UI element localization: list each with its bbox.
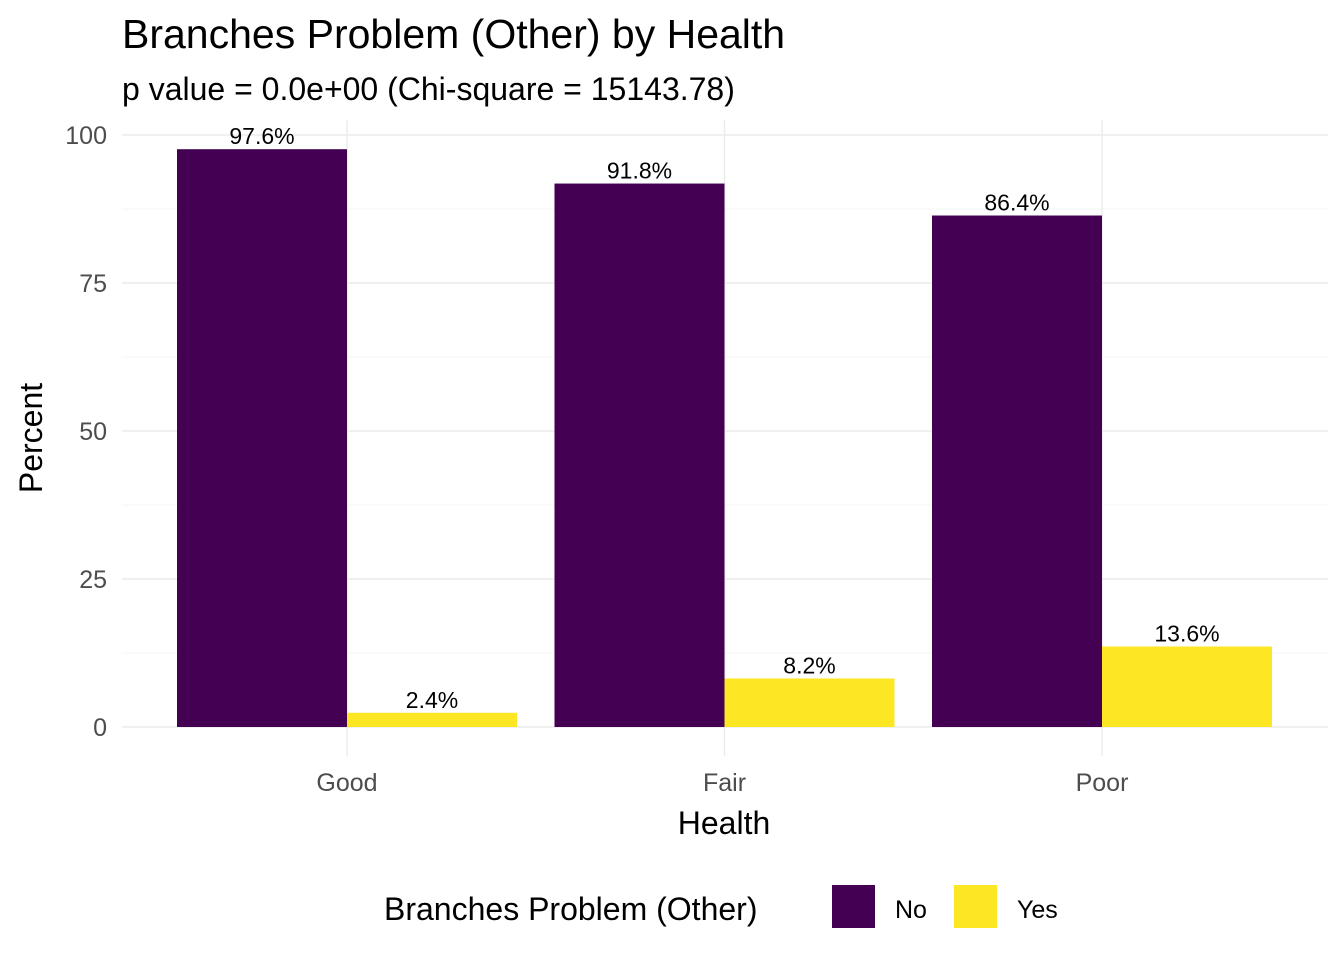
bars [177, 149, 1272, 727]
bar-good-yes [347, 712, 517, 727]
chart-subtitle: p value = 0.0e+00 (Chi-square = 15143.78… [122, 71, 735, 107]
bar-fair-no [554, 183, 725, 727]
legend-label-yes: Yes [1017, 896, 1058, 924]
axis-ticks: 0 25 50 75 100 Good Fair Poor [65, 122, 1128, 797]
y-tick-label: 75 [79, 270, 107, 298]
y-axis-title: Percent [13, 383, 49, 493]
legend-label-no: No [895, 896, 927, 924]
data-label-good-no: 97.6% [229, 123, 294, 149]
legend-title: Branches Problem (Other) [384, 891, 757, 927]
bar-fair-yes [724, 678, 895, 727]
data-label-good-yes: 2.4% [406, 687, 458, 713]
y-tick-label: 50 [79, 418, 107, 446]
data-label-poor-no: 86.4% [984, 190, 1049, 216]
legend-key-no [832, 885, 875, 928]
chart-title: Branches Problem (Other) by Health [122, 11, 785, 57]
x-tick-label: Good [316, 769, 377, 797]
y-tick-label: 25 [79, 566, 107, 594]
legend: Branches Problem (Other) No Yes [384, 885, 1058, 928]
y-tick-label: 0 [93, 714, 107, 742]
data-label-fair-yes: 8.2% [783, 652, 835, 678]
x-tick-label: Fair [703, 769, 746, 797]
legend-key-yes [954, 885, 997, 928]
x-axis-title: Health [678, 805, 771, 841]
data-label-poor-yes: 13.6% [1154, 620, 1219, 646]
x-tick-label: Poor [1076, 769, 1129, 797]
bar-poor-yes [1102, 646, 1272, 727]
data-label-fair-no: 91.8% [607, 158, 672, 184]
y-tick-label: 100 [65, 122, 107, 150]
data-labels: 97.6% 2.4% 91.8% 8.2% 86.4% 13.6% [229, 123, 1219, 713]
legend-items: No Yes [832, 885, 1058, 928]
bar-poor-no [932, 215, 1102, 727]
bar-good-no [177, 149, 347, 727]
